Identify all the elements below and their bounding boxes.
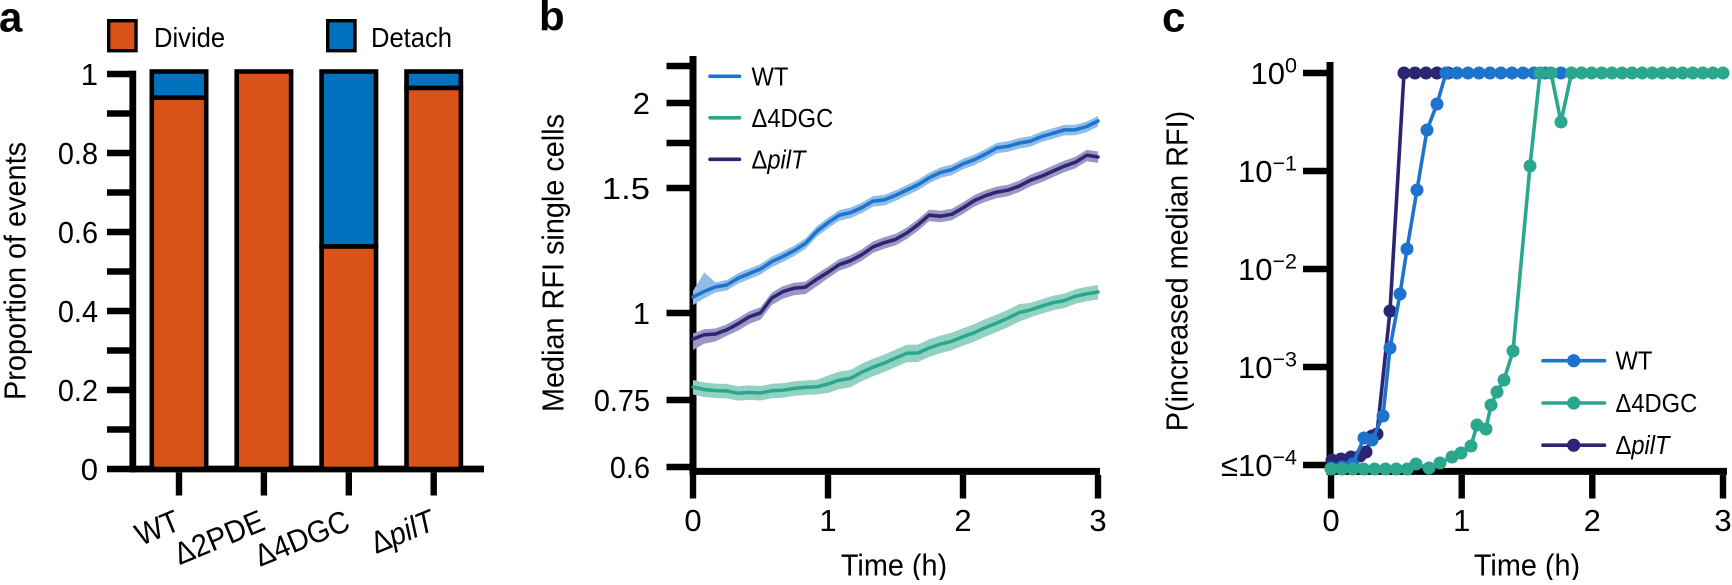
svg-text:b: b (539, 0, 565, 40)
svg-text:ΔpilT: ΔpilT (1616, 432, 1672, 460)
svg-text:c: c (1162, 0, 1185, 41)
svg-text:P(increased median RFI): P(increased median RFI) (1160, 111, 1195, 431)
svg-text:0.8: 0.8 (58, 136, 98, 171)
svg-text:10−2: 10−2 (1238, 250, 1297, 288)
svg-text:Δ4DGC: Δ4DGC (752, 105, 834, 133)
svg-text:1: 1 (819, 503, 836, 538)
svg-text:a: a (0, 0, 23, 41)
svg-text:Divide: Divide (154, 22, 225, 53)
svg-text:2: 2 (954, 503, 971, 538)
svg-text:1: 1 (1453, 503, 1470, 538)
svg-text:3: 3 (1089, 503, 1106, 538)
svg-text:Detach: Detach (371, 22, 452, 53)
svg-text:WT: WT (752, 63, 789, 91)
svg-text:3: 3 (1714, 503, 1731, 538)
svg-text:0.75: 0.75 (594, 383, 650, 418)
svg-text:1: 1 (633, 296, 650, 331)
svg-text:0.6: 0.6 (58, 215, 98, 250)
svg-text:1: 1 (81, 57, 98, 92)
svg-text:Median RFI single cells: Median RFI single cells (536, 114, 571, 412)
svg-text:Time (h): Time (h) (1474, 548, 1580, 581)
svg-text:10−1: 10−1 (1238, 152, 1297, 190)
svg-text:0.6: 0.6 (610, 450, 650, 485)
svg-text:Δ4DGC: Δ4DGC (1616, 390, 1698, 418)
svg-text:0: 0 (684, 503, 701, 538)
svg-text:≤10−4: ≤10−4 (1221, 446, 1297, 484)
svg-text:2: 2 (633, 86, 650, 121)
svg-text:0.4: 0.4 (58, 294, 98, 329)
svg-text:Time (h): Time (h) (841, 548, 947, 581)
svg-text:2: 2 (1584, 503, 1601, 538)
svg-text:WT: WT (1616, 348, 1653, 376)
svg-text:100: 100 (1251, 54, 1297, 92)
svg-text:0: 0 (1322, 503, 1339, 538)
svg-text:10−3: 10−3 (1238, 348, 1297, 386)
svg-text:0: 0 (81, 452, 98, 487)
svg-text:0.2: 0.2 (58, 373, 98, 408)
svg-text:ΔpilT: ΔpilT (752, 146, 808, 174)
svg-text:1.5: 1.5 (602, 171, 650, 206)
svg-text:Proportion of events: Proportion of events (0, 142, 33, 400)
